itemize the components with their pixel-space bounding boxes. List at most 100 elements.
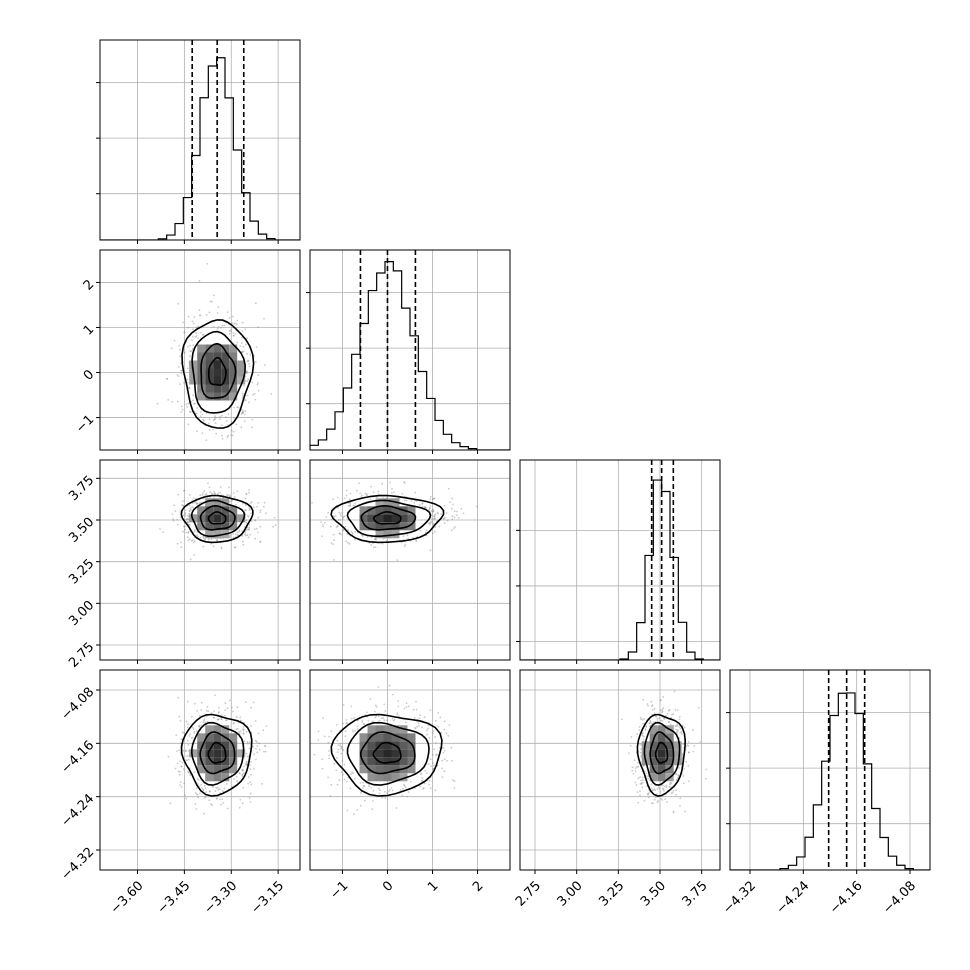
scatter-point	[337, 506, 340, 509]
scatter-point	[232, 710, 234, 713]
scatter-point	[226, 807, 229, 810]
scatter-point	[185, 518, 188, 521]
scatter-point	[419, 773, 422, 776]
scatter-point	[187, 739, 189, 742]
scatter-point	[374, 546, 377, 548]
scatter-point	[350, 773, 352, 776]
scatter-point	[321, 523, 324, 526]
scatter-point	[676, 729, 679, 731]
tick-label-x: 3.50	[638, 878, 669, 909]
scatter-point	[419, 714, 421, 717]
scatter-point	[242, 540, 244, 543]
scatter-point	[244, 509, 246, 512]
scatter-point	[170, 347, 173, 350]
scatter-point	[441, 776, 444, 779]
scatter-point	[202, 721, 205, 723]
scatter-point	[445, 732, 448, 735]
scatter-point	[631, 766, 634, 769]
scatter-point	[202, 333, 205, 336]
panel-3-0: −4.32 −4.24 −4.16 −4.08 −3.60 −3.45 −3.30 −3.15	[59, 669, 301, 917]
scatter-point	[359, 492, 362, 495]
scatter-point	[159, 528, 161, 530]
scatter-point	[388, 684, 391, 687]
scatter-point	[264, 745, 266, 747]
scatter-point	[405, 499, 408, 502]
scatter-point	[201, 333, 204, 336]
scatter-point	[230, 429, 233, 432]
scatter-point	[259, 511, 262, 513]
scatter-point	[427, 763, 430, 765]
scatter-point	[188, 386, 191, 389]
axes-frame	[309, 669, 511, 871]
scatter-point	[363, 785, 366, 787]
scatter-point	[639, 716, 642, 719]
scatter-point	[242, 786, 245, 789]
scatter-point	[198, 314, 201, 317]
scatter-point	[241, 342, 243, 344]
scatter-point	[414, 726, 416, 729]
density-cell	[213, 352, 222, 361]
scatter-point	[248, 523, 251, 526]
contour-level-0	[207, 741, 227, 764]
contour-level-1	[359, 731, 416, 775]
tick-label-x: −4.32	[720, 878, 759, 917]
scatter-point	[256, 505, 258, 508]
contour-level-1	[649, 731, 675, 775]
scatter-point	[195, 502, 198, 505]
density-cell	[367, 506, 376, 515]
scatter-point	[259, 509, 262, 512]
scatter-point	[199, 494, 202, 497]
scatter-point	[223, 324, 226, 327]
scatter-point	[398, 715, 400, 717]
scatter-point	[203, 718, 206, 720]
scatter-point	[243, 765, 246, 768]
scatter-point	[196, 534, 199, 537]
scatter-point	[413, 502, 416, 504]
scatter-point	[195, 501, 198, 503]
density-cell	[399, 749, 408, 758]
contour-level-3	[180, 713, 253, 797]
scatter-point	[342, 722, 344, 725]
scatter-point	[347, 541, 349, 544]
scatter-point	[244, 763, 247, 765]
scatter-point	[223, 787, 226, 790]
scatter-point	[431, 509, 434, 511]
scatter-point	[373, 710, 376, 713]
scatter-point	[247, 360, 250, 363]
scatter-point	[688, 751, 690, 754]
scatter-point	[245, 504, 247, 506]
scatter-point	[673, 690, 676, 693]
scatter-point	[659, 699, 662, 702]
scatter-point	[216, 538, 219, 541]
scatter-point	[187, 423, 190, 426]
scatter-point	[675, 773, 678, 776]
scatter-point	[179, 784, 182, 786]
scatter-point	[191, 506, 194, 508]
scatter-point	[274, 524, 277, 526]
scatter-point	[416, 535, 419, 538]
scatter-point	[187, 750, 190, 752]
scatter-point	[178, 344, 181, 347]
scatter-point	[179, 760, 181, 763]
scatter-point	[240, 426, 243, 429]
scatter-point	[437, 725, 440, 728]
scatter-point	[424, 506, 427, 509]
axes-frame	[99, 669, 301, 871]
scatter-point	[224, 702, 227, 705]
scatter-point	[241, 768, 244, 771]
scatter-point	[176, 374, 179, 376]
scatter-point	[404, 786, 407, 789]
scatter-point	[235, 728, 238, 731]
scatter-point	[639, 751, 642, 754]
scatter-point	[212, 325, 215, 328]
scatter-point	[354, 530, 357, 533]
density-cell	[213, 733, 222, 742]
scatter-point	[233, 322, 236, 325]
scatter-point	[246, 755, 249, 758]
scatter-point	[194, 336, 197, 338]
scatter-point	[193, 730, 196, 733]
scatter-point	[192, 347, 194, 350]
scatter-point	[195, 332, 198, 335]
contour-level-1	[199, 731, 236, 775]
scatter-point	[238, 732, 241, 735]
